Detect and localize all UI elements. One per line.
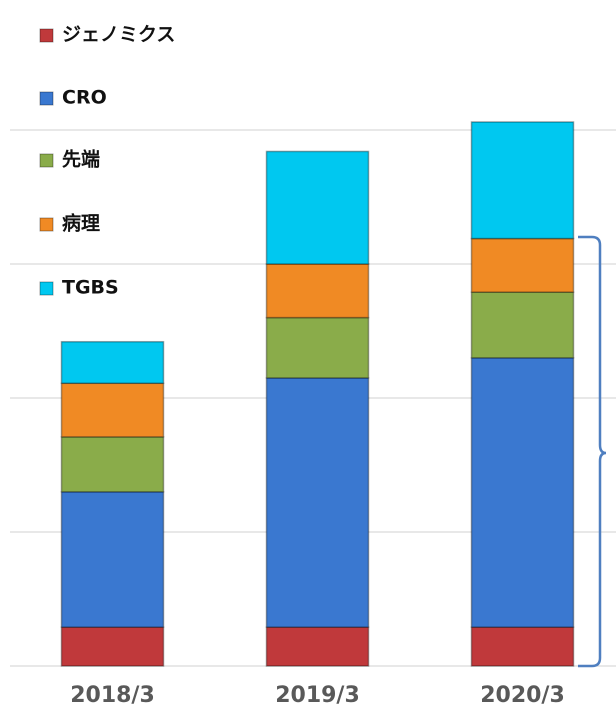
legend-swatch xyxy=(39,281,54,296)
legend-swatch xyxy=(39,91,54,106)
bar-segment xyxy=(60,340,165,385)
x-tick-label: 2018/3 xyxy=(70,683,155,708)
bar-segment xyxy=(470,291,575,359)
legend-label: 病理 xyxy=(62,212,100,235)
legend-swatch xyxy=(39,28,54,43)
bar-segment xyxy=(265,626,370,667)
x-tick-label: 2020/3 xyxy=(480,683,565,708)
bar-segment xyxy=(470,357,575,628)
legend-label: TGBS xyxy=(62,277,119,299)
bar-segment xyxy=(60,626,165,667)
bar-segment xyxy=(265,316,370,379)
legend-swatch xyxy=(39,153,54,168)
legend-swatch xyxy=(39,217,54,232)
legend-label: 先端 xyxy=(62,148,100,171)
legend-label: ジェノミクス xyxy=(62,24,175,46)
bar-segment xyxy=(470,121,575,240)
bar-segment xyxy=(265,263,370,319)
bar-segment xyxy=(265,150,370,265)
bracket xyxy=(578,235,607,668)
bar-segment xyxy=(470,626,575,667)
bar-segment xyxy=(470,237,575,293)
bar-segment xyxy=(265,377,370,628)
x-tick-label: 2019/3 xyxy=(275,683,360,708)
bar-segment xyxy=(60,491,165,628)
bar-segment xyxy=(60,436,165,493)
bar-segment xyxy=(60,382,165,438)
legend-label: CRO xyxy=(62,87,107,109)
